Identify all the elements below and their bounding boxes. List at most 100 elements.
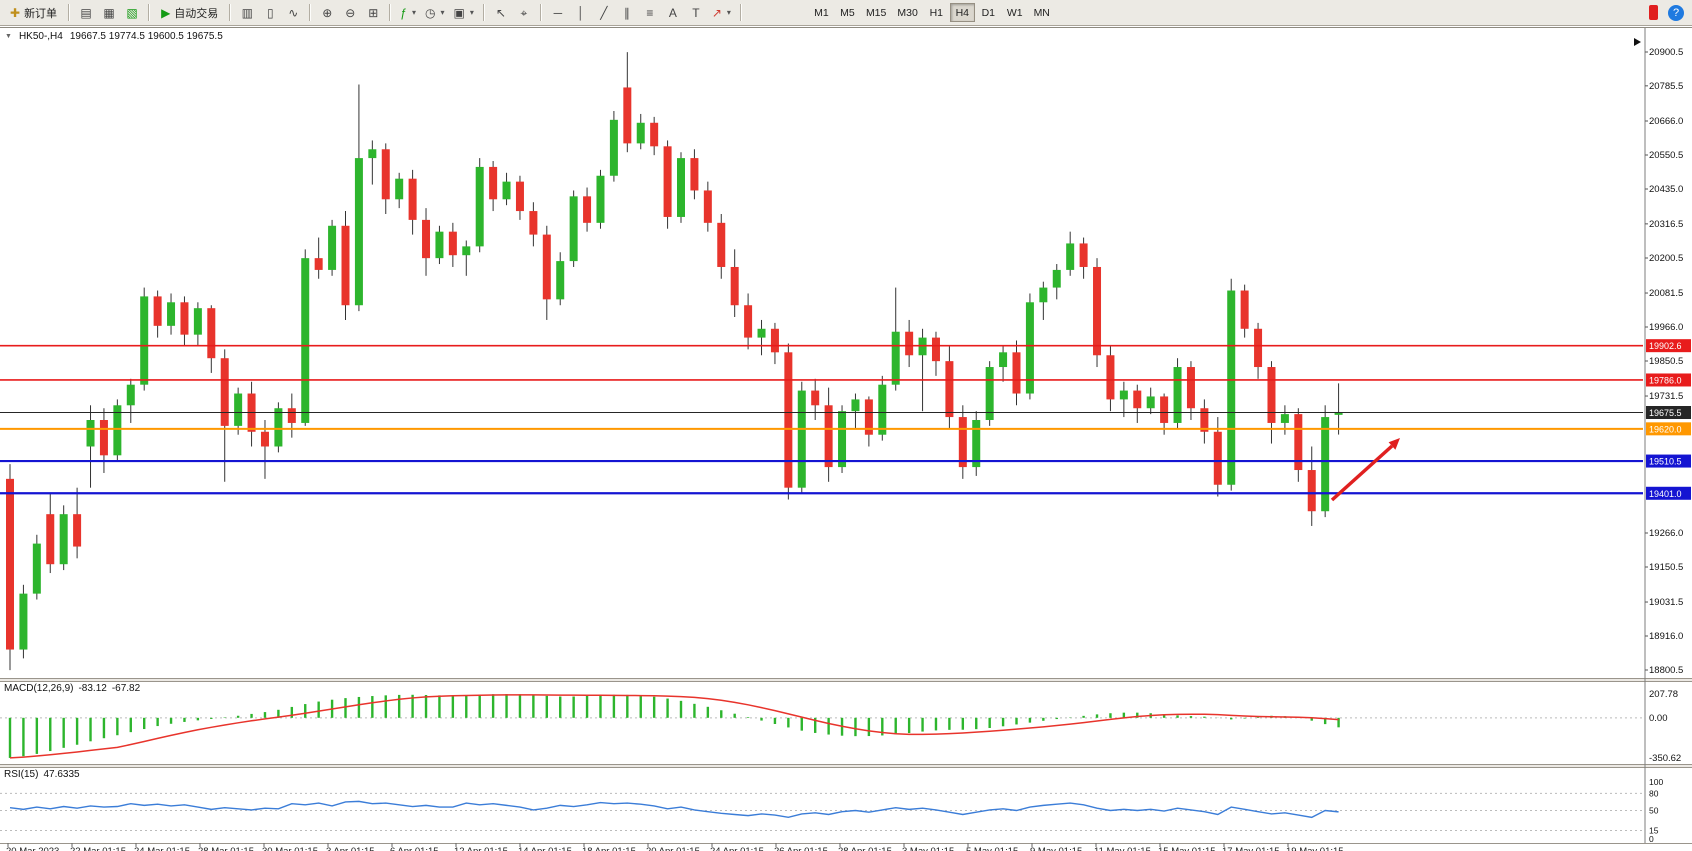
cursor-button[interactable]: ↖	[490, 2, 512, 23]
zoom-out-button[interactable]: ⊖	[339, 2, 361, 23]
svg-text:24 Apr 01:15: 24 Apr 01:15	[710, 846, 764, 851]
svg-text:19620.0: 19620.0	[1649, 424, 1682, 434]
rsi-value: 47.6335	[43, 769, 80, 780]
label-tool-button[interactable]: T	[685, 2, 707, 23]
zoom-in-button[interactable]: ⊕	[316, 2, 338, 23]
periods-clock-icon: ◷	[425, 5, 436, 20]
macd-value-signal: -67.82	[111, 683, 141, 694]
timeframe-m5-button[interactable]: M5	[835, 3, 860, 22]
dropdown-caret-icon: ▾	[411, 8, 416, 17]
rsi-label: RSI(15) 47.6335	[4, 769, 84, 780]
data-window-button[interactable]: ▦	[98, 2, 120, 23]
data-window-icon: ▦	[103, 5, 115, 20]
svg-text:18800.5: 18800.5	[1649, 665, 1683, 676]
notification-badge[interactable]	[1649, 5, 1658, 20]
navigator-button[interactable]: ▧	[121, 2, 143, 23]
price-shift-marker-icon	[1634, 38, 1641, 46]
timeframe-h4-button[interactable]: H4	[949, 3, 975, 22]
trend-arrow-annotation[interactable]	[1330, 438, 1400, 502]
market-watch-icon: ▤	[80, 5, 92, 20]
bar-chart-button[interactable]: ▥	[236, 2, 258, 23]
svg-text:12 Apr 01:15: 12 Apr 01:15	[454, 846, 508, 851]
navigator-icon: ▧	[126, 5, 138, 20]
toolbar-separator	[482, 4, 485, 21]
svg-text:3 Apr 01:15: 3 Apr 01:15	[326, 846, 375, 851]
macd-name: MACD(12,26,9)	[4, 683, 74, 694]
svg-text:24 Mar 01:15: 24 Mar 01:15	[134, 846, 190, 851]
tile-windows-button[interactable]: ⊞	[362, 2, 384, 23]
svg-text:28 Mar 01:15: 28 Mar 01:15	[198, 846, 254, 851]
svg-text:19786.0: 19786.0	[1649, 375, 1682, 385]
svg-text:20 Apr 01:15: 20 Apr 01:15	[646, 846, 700, 851]
templates-icon: ▣	[453, 5, 465, 20]
trendline-icon: ╱	[600, 5, 608, 20]
collapse-chart-icon[interactable]: ▼	[5, 33, 12, 40]
indicators-button[interactable]: ƒ ▾	[396, 2, 420, 23]
svg-text:20550.5: 20550.5	[1649, 150, 1683, 161]
timeframe-w1-button[interactable]: W1	[1002, 3, 1028, 22]
horizontal-line-tool-button[interactable]: ─	[547, 2, 569, 23]
auto-trading-button[interactable]: ▶ 自动交易	[155, 2, 224, 23]
horizontal-line-icon: ─	[553, 5, 563, 20]
svg-text:19675.5: 19675.5	[1649, 408, 1682, 418]
text-tool-button[interactable]: A	[662, 2, 684, 23]
channel-icon: ∥	[623, 5, 630, 20]
svg-text:15 May 01:15: 15 May 01:15	[1158, 846, 1216, 851]
toolbar: ✚ 新订单 ▤ ▦ ▧ ▶ 自动交易 ▥ ▯ ∿ ⊕ ⊖ ⊞ ƒ ▾ ◷ ▾ ▣…	[0, 0, 1692, 26]
rsi-name: RSI(15)	[4, 769, 39, 780]
vertical-line-tool-button[interactable]: │	[570, 2, 592, 23]
candlestick-chart[interactable]: 20900.5 20785.5 20666.0 20550.5 20435.0 20316…	[0, 28, 1692, 851]
svg-text:100: 100	[1649, 777, 1663, 787]
auto-trading-label: 自动交易	[174, 7, 219, 20]
svg-text:30 Mar 01:15: 30 Mar 01:15	[262, 846, 318, 851]
candlestick-mode-button[interactable]: ▯	[259, 2, 281, 23]
trendline-tool-button[interactable]: ╱	[593, 2, 615, 23]
svg-text:207.78: 207.78	[1649, 689, 1678, 700]
svg-text:17 May 01:15: 17 May 01:15	[1222, 846, 1280, 851]
text-tool-icon: A	[668, 5, 677, 20]
vertical-line-icon: │	[577, 5, 585, 20]
svg-text:3 May 01:15: 3 May 01:15	[902, 846, 954, 851]
market-watch-button[interactable]: ▤	[75, 2, 97, 23]
svg-text:20 Mar 2023: 20 Mar 2023	[6, 846, 59, 851]
timeframe-d1-button[interactable]: D1	[976, 3, 1001, 22]
timeframe-m30-button[interactable]: M30	[892, 3, 922, 22]
svg-text:19902.6: 19902.6	[1649, 341, 1682, 351]
price-axis[interactable]: 20900.5 20785.5 20666.0 20550.5 20435.0 20316…	[1644, 28, 1683, 843]
help-icon[interactable]: ?	[1668, 4, 1684, 21]
svg-text:28 Apr 01:15: 28 Apr 01:15	[838, 846, 892, 851]
templates-button[interactable]: ▣ ▾	[450, 2, 478, 23]
svg-text:20666.0: 20666.0	[1649, 116, 1683, 127]
timeframe-m15-button[interactable]: M15	[861, 3, 891, 22]
svg-text:20435.0: 20435.0	[1649, 184, 1683, 195]
timeframe-mn-button[interactable]: MN	[1029, 3, 1055, 22]
line-chart-button[interactable]: ∿	[282, 2, 304, 23]
svg-text:20900.5: 20900.5	[1649, 47, 1683, 58]
svg-text:18916.0: 18916.0	[1649, 631, 1683, 642]
cursor-icon: ↖	[495, 5, 506, 20]
new-order-label: 新订单	[24, 7, 58, 20]
price-level-lines[interactable]: 19902.6 19786.0 19675.5 19620.0 19510.5 19401…	[0, 339, 1691, 500]
svg-text:19150.5: 19150.5	[1649, 562, 1683, 573]
timeframe-m1-button[interactable]: M1	[809, 3, 834, 22]
chart-window: ▼ HK50-,H4 19667.5 19774.5 19600.5 19675…	[0, 27, 1692, 851]
dropdown-caret-icon: ▾	[726, 8, 731, 17]
timeframe-h1-button[interactable]: H1	[924, 3, 949, 22]
crosshair-button[interactable]: ⌖	[513, 2, 535, 23]
channel-tool-button[interactable]: ∥	[616, 2, 638, 23]
periods-button[interactable]: ◷ ▾	[421, 2, 449, 23]
macd-value-main: -83.12	[78, 683, 107, 694]
new-order-button[interactable]: ✚ 新订单	[4, 2, 63, 23]
candlestick-icon: ▯	[266, 5, 274, 20]
arrows-tool-button[interactable]: ↗ ▾	[708, 2, 735, 23]
svg-text:20081.5: 20081.5	[1649, 288, 1683, 299]
fibonacci-tool-button[interactable]: ≡	[639, 2, 661, 23]
timeframe-group: M1 M5 M15 M30 H1 H4 D1 W1 MN	[809, 3, 1055, 22]
time-axis[interactable]: 20 Mar 2023 22 Mar 01:15 24 Mar 01:15 28 Ma…	[6, 843, 1344, 851]
svg-text:19401.0: 19401.0	[1649, 489, 1682, 499]
svg-text:14 Apr 01:15: 14 Apr 01:15	[518, 846, 572, 851]
toolbar-separator	[148, 4, 151, 21]
toolbar-separator	[68, 4, 71, 21]
